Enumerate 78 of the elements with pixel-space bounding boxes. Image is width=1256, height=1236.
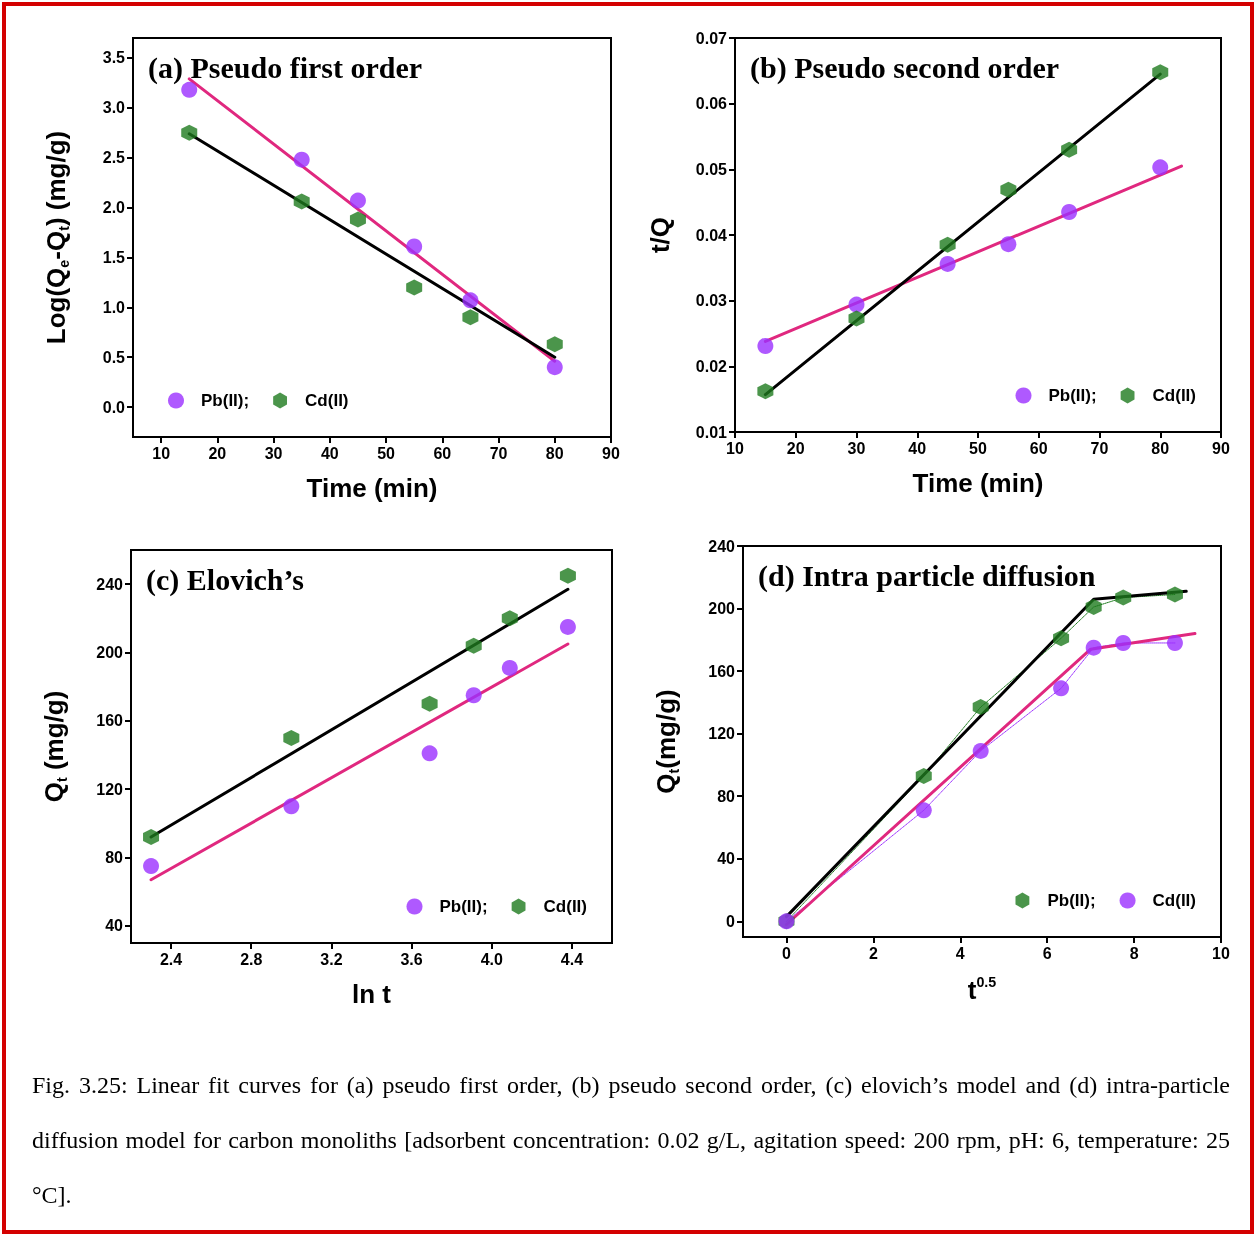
y-tick-label: 80: [105, 849, 124, 867]
chart-title: (c) Elovich’s: [146, 562, 305, 597]
y-axis-title: Qt(mg/g): [651, 689, 682, 794]
y-axis-title: Log(Qe-Qt) (mg/g): [41, 130, 72, 345]
legend-label: Pb(II);: [439, 897, 488, 916]
x-tick-label: 40: [908, 439, 927, 457]
x-tick-label: 90: [602, 444, 620, 462]
x-tick-label: 2.4: [159, 950, 183, 968]
x-axis-title: ln t: [352, 979, 392, 1009]
x-tick-label: 6: [1042, 944, 1052, 962]
x-tick-label: 70: [489, 444, 508, 462]
legend-label: Pb(II);: [201, 391, 250, 410]
y-tick-label: 80: [717, 787, 736, 805]
text: Fig. 3.25: Linear fit curves for (a) pseudo first order, (b) pseudo second order, (c) elovich’s model and (d) intra-particle diffusion model for carbon monoliths [adsorbent concentration: 0.02 g/L, agitation speed: 200 rpm, pH: 6, temperature: 25 °C].: [32, 1072, 1230, 1208]
x-tick-label: 80: [1151, 439, 1170, 457]
x-tick-label: 0: [782, 944, 791, 962]
legend-label: Pb(II);: [1047, 891, 1096, 910]
y-tick-label: 240: [96, 575, 124, 593]
x-axis-title: Time (min): [306, 473, 438, 503]
y-tick-label: 2.5: [102, 149, 126, 167]
y-tick-label: 1.0: [102, 298, 126, 316]
y-tick-label: 240: [708, 537, 736, 555]
x-tick-label: 4.0: [480, 950, 503, 968]
x-axis-title: Time (min): [912, 468, 1044, 498]
y-tick-label: 0.0: [102, 398, 126, 416]
y-tick-label: 0.06: [695, 95, 728, 113]
y-tick-label: 120: [96, 780, 124, 798]
legend-label: Cd(II): [1152, 386, 1197, 405]
y-tick-label: 200: [708, 600, 736, 618]
x-tick-label: 10: [152, 444, 171, 462]
x-tick-label: 4.4: [560, 950, 584, 968]
y-tick-label: 0.02: [695, 357, 728, 375]
y-tick-label: 160: [708, 662, 736, 680]
x-tick-label: 80: [545, 444, 564, 462]
y-tick-label: 0.5: [102, 348, 126, 366]
legend-label: Cd(II): [305, 391, 349, 410]
x-tick-label: 40: [320, 444, 339, 462]
y-tick-label: 1.5: [102, 248, 126, 266]
y-tick-label: 160: [96, 712, 124, 730]
y-tick-label: 0.04: [695, 226, 728, 244]
y-tick-label: 120: [708, 725, 736, 743]
legend-label: Cd(II): [543, 897, 588, 916]
x-tick-label: 50: [969, 439, 987, 457]
y-tick-label: 3.5: [102, 49, 126, 67]
y-tick-label: 40: [105, 917, 124, 935]
y-tick-label: 0.07: [695, 29, 728, 47]
chart-title: (a) Pseudo first order: [148, 50, 423, 85]
x-tick-label: 10: [726, 439, 744, 457]
legend-label: Cd(II): [1152, 891, 1197, 910]
x-tick-label: 20: [786, 439, 805, 457]
y-tick-label: 0.03: [695, 292, 728, 310]
x-tick-label: 3.2: [320, 950, 343, 968]
x-tick-label: 50: [377, 444, 396, 462]
x-tick-label: 30: [264, 444, 283, 462]
y-tick-label: 0.05: [695, 160, 728, 178]
y-tick-label: 0.01: [695, 423, 728, 441]
x-tick-label: 60: [433, 444, 452, 462]
chart-title: (d) Intra particle diffusion: [758, 558, 1096, 593]
y-tick-label: 200: [96, 644, 124, 662]
x-tick-label: 2.8: [240, 950, 263, 968]
y-tick-label: 40: [717, 850, 736, 868]
x-tick-label: 30: [847, 439, 866, 457]
y-tick-label: 0: [726, 912, 736, 930]
x-tick-label: 8: [1129, 944, 1139, 962]
y-tick-label: 2.0: [102, 199, 126, 217]
y-tick-label: 3.0: [102, 99, 126, 117]
y-axis-title: Qt (mg/g): [39, 690, 70, 803]
chart-title: (b) Pseudo second order: [750, 50, 1060, 85]
x-tick-label: 10: [1212, 944, 1230, 962]
x-tick-label: 20: [208, 444, 227, 462]
x-tick-label: 3.6: [400, 950, 423, 968]
x-tick-label: 4: [955, 944, 965, 962]
legend-label: Pb(II);: [1048, 386, 1097, 405]
x-tick-label: 90: [1212, 439, 1230, 457]
y-axis-title: t/Q: [645, 216, 675, 254]
x-tick-label: 70: [1090, 439, 1109, 457]
x-tick-label: 60: [1029, 439, 1048, 457]
x-tick-label: 2: [868, 944, 878, 962]
